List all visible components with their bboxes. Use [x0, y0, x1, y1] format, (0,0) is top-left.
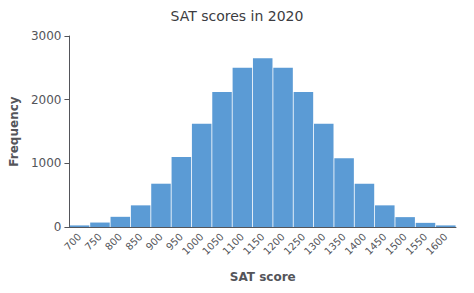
- svg-text:1200: 1200: [261, 231, 287, 257]
- svg-text:1450: 1450: [363, 231, 389, 257]
- svg-text:1600: 1600: [424, 231, 450, 257]
- svg-text:1300: 1300: [302, 231, 328, 257]
- svg-text:750: 750: [83, 231, 104, 252]
- svg-text:1550: 1550: [404, 231, 430, 257]
- svg-text:900: 900: [144, 231, 165, 252]
- svg-text:0: 0: [54, 220, 62, 234]
- svg-text:950: 950: [164, 231, 186, 253]
- svg-text:SAT scores in 2020: SAT scores in 2020: [171, 8, 304, 24]
- svg-text:2000: 2000: [31, 93, 62, 107]
- svg-text:Frequency: Frequency: [7, 96, 21, 166]
- svg-text:850: 850: [123, 231, 144, 252]
- svg-text:1250: 1250: [282, 231, 308, 257]
- svg-text:SAT score: SAT score: [230, 270, 296, 284]
- svg-text:700: 700: [62, 231, 83, 252]
- svg-text:1050: 1050: [200, 231, 226, 257]
- svg-text:1400: 1400: [343, 231, 369, 257]
- svg-text:1500: 1500: [383, 231, 409, 257]
- svg-text:1000: 1000: [31, 156, 62, 170]
- svg-text:1100: 1100: [221, 231, 247, 257]
- svg-text:1350: 1350: [322, 231, 348, 257]
- svg-text:3000: 3000: [31, 29, 62, 43]
- svg-text:1150: 1150: [241, 231, 267, 257]
- svg-text:1000: 1000: [180, 231, 206, 257]
- svg-text:800: 800: [103, 231, 124, 252]
